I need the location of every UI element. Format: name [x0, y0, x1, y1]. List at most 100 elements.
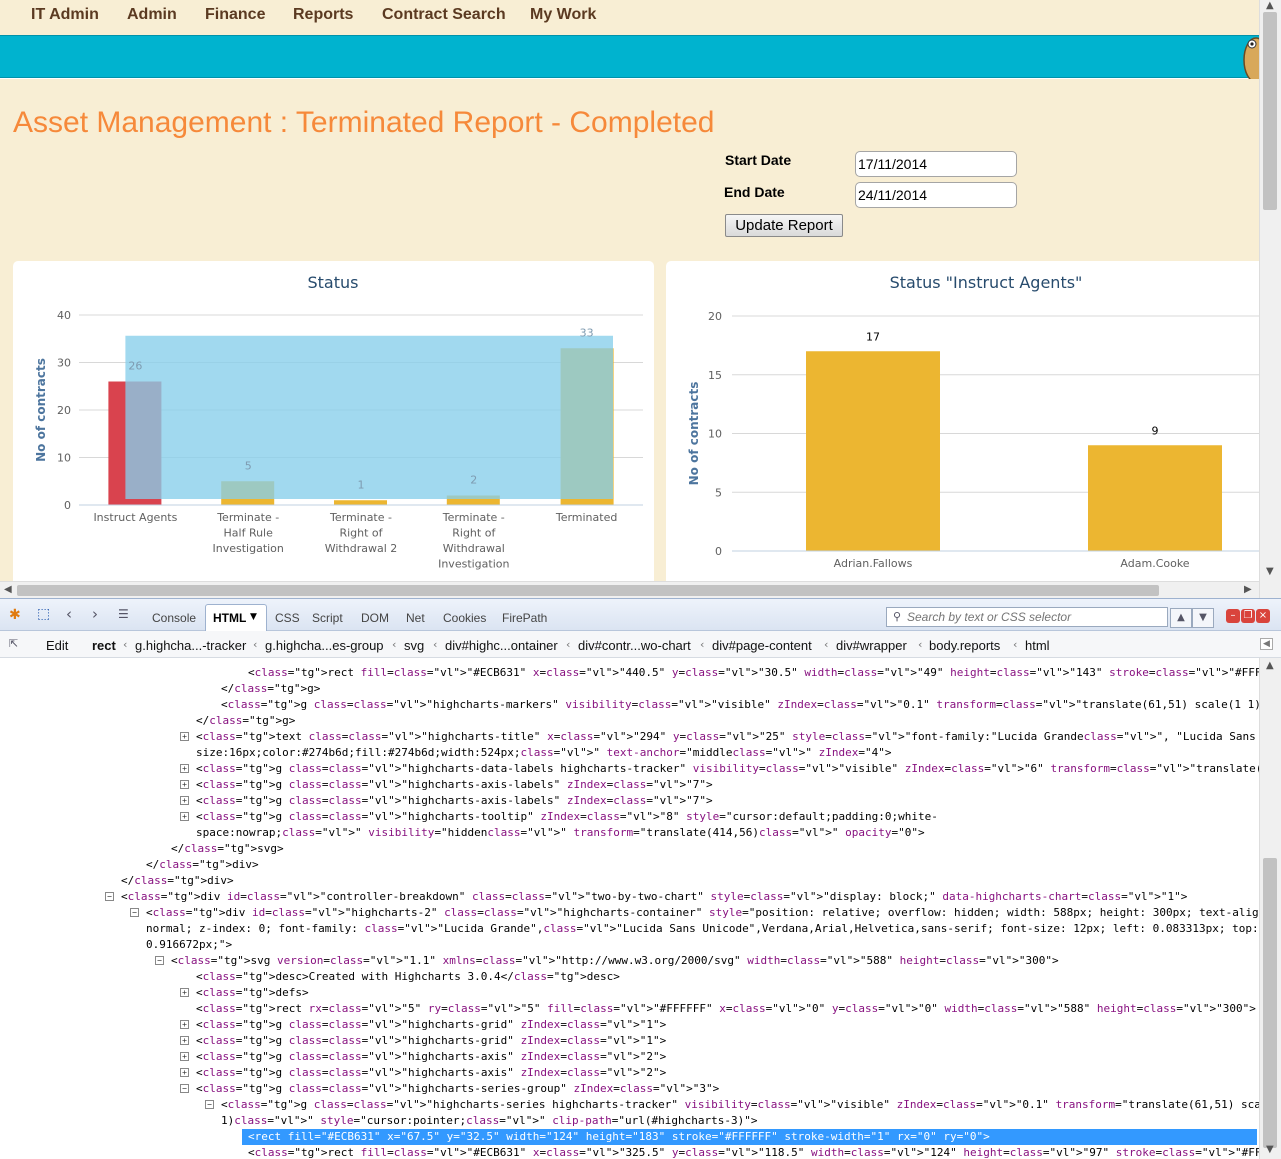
panel-scroll-down-arrow-icon[interactable]: ▼ [1266, 1144, 1274, 1155]
source-line[interactable]: 1)class="vl">" style="cursor:pointer;cla… [221, 1114, 758, 1127]
nav-it-admin[interactable]: IT Admin [31, 6, 99, 23]
search-next-icon[interactable]: ▼ [1192, 608, 1214, 628]
nav-contract-search[interactable]: Contract Search [382, 6, 506, 23]
source-line[interactable]: <class="tg">g class=class="vl">"highchar… [196, 778, 713, 791]
nav-my-work[interactable]: My Work [530, 6, 597, 23]
source-line[interactable]: <class="tg">g class=class="vl">"highchar… [196, 1018, 667, 1031]
source-line[interactable]: <class="tg">g class=class="vl">"highchar… [196, 1034, 667, 1047]
firebug-search-input[interactable] [886, 607, 1168, 627]
expand-node-icon[interactable]: + [180, 796, 189, 805]
source-line[interactable]: </class="tg">svg> [171, 842, 284, 855]
scroll-up-arrow-icon[interactable]: ▲ [1266, 0, 1274, 11]
source-line[interactable]: <class="tg">g class=class="vl">"highchar… [196, 762, 1259, 775]
expand-node-icon[interactable]: + [180, 1052, 189, 1061]
breadcrumb-scroll-icon[interactable]: ◀ [1260, 638, 1273, 650]
expand-node-icon[interactable]: + [180, 812, 189, 821]
source-line[interactable]: space:nowrap;class="vl">" visibility="hi… [196, 826, 925, 839]
source-line[interactable]: normal; z-index: 0; font-family: class="… [146, 922, 1259, 935]
collapse-node-icon[interactable]: − [105, 892, 114, 901]
source-line[interactable]: <class="tg">div id=class="vl">"highchart… [146, 906, 1259, 919]
tab-script[interactable]: Script [312, 611, 343, 625]
tab-firepath[interactable]: FirePath [502, 611, 548, 625]
source-line[interactable]: <class="tg">defs> [196, 986, 309, 999]
source-line[interactable]: </class="tg">g> [221, 682, 321, 695]
breadcrumb-svg[interactable]: svg [404, 638, 425, 653]
expand-node-icon[interactable]: + [180, 1020, 189, 1029]
source-line[interactable]: <class="tg">svg version=class="vl">"1.1"… [171, 954, 1059, 967]
tab-net[interactable]: Net [406, 611, 425, 625]
tab-dom[interactable]: DOM [361, 611, 389, 625]
breadcrumb-page-content[interactable]: div#page-content [712, 638, 812, 653]
pin-icon[interactable]: ⇱ [9, 637, 19, 650]
source-line[interactable]: <class="tg">g class=class="vl">"highchar… [196, 810, 938, 823]
source-line[interactable]: size:16px;color:#274b6d;fill:#274b6d;wid… [196, 746, 892, 759]
source-line[interactable]: <class="tg">rect fill=class="vl">"#ECB63… [248, 666, 1259, 679]
edit-button[interactable]: Edit [46, 638, 69, 653]
inspect-element-icon[interactable]: ⬚ [37, 606, 51, 622]
scroll-down-arrow-icon[interactable]: ▼ [1266, 566, 1274, 577]
source-line[interactable]: <class="tg">g class=class="vl">"highchar… [196, 1066, 667, 1079]
source-line[interactable]: </class="tg">div> [146, 858, 259, 871]
collapse-node-icon[interactable]: − [180, 1084, 189, 1093]
firebug-bug-icon[interactable]: ✱ [9, 607, 21, 623]
nav-finance[interactable]: Finance [205, 6, 266, 23]
nav-admin[interactable]: Admin [127, 6, 177, 23]
expand-node-icon[interactable]: + [180, 764, 189, 773]
detach-icon[interactable]: ❐ [1241, 609, 1255, 623]
source-line[interactable]: <class="tg">text class=class="vl">"highc… [196, 730, 1256, 743]
source-line[interactable]: </class="tg">g> [196, 714, 296, 727]
breadcrumb-container[interactable]: div#highc...ontainer [445, 638, 558, 653]
source-line[interactable]: <class="tg">g class=class="vl">"highchar… [196, 1082, 720, 1095]
collapse-node-icon[interactable]: − [130, 908, 139, 917]
source-line[interactable]: <class="tg">g class=class="vl">"highchar… [221, 1098, 1259, 1111]
breadcrumb-tracker[interactable]: g.highcha...-tracker [135, 638, 247, 653]
tab-cookies[interactable]: Cookies [443, 611, 487, 625]
breadcrumb-wrapper[interactable]: div#wrapper [836, 638, 907, 653]
panel-vertical-scrollbar[interactable]: ▲ ▼ [1259, 658, 1281, 1159]
expand-node-icon[interactable]: + [180, 1036, 189, 1045]
minimize-icon[interactable]: – [1226, 609, 1240, 623]
chevron-down-icon[interactable]: ▼ [250, 612, 257, 622]
source-line[interactable]: <class="tg">rect fill=class="vl">"#ECB63… [248, 1146, 1259, 1159]
close-icon[interactable]: × [1256, 609, 1270, 623]
update-report-button[interactable]: Update Report [725, 214, 843, 237]
expand-node-icon[interactable]: + [180, 1068, 189, 1077]
scroll-right-arrow-icon[interactable]: ▶ [1244, 584, 1252, 595]
list-icon[interactable]: ☰ [118, 607, 129, 621]
collapse-node-icon[interactable]: − [205, 1100, 214, 1109]
source-line[interactable]: <class="tg">div id=class="vl">"controlle… [121, 890, 1188, 903]
breadcrumb-series-group[interactable]: g.highcha...es-group [265, 638, 384, 653]
tab-css[interactable]: CSS [275, 611, 300, 625]
expand-node-icon[interactable]: + [180, 732, 189, 741]
start-date-input[interactable] [855, 151, 1017, 177]
tab-html[interactable]: HTML ▼ [205, 604, 267, 633]
expand-node-icon[interactable]: + [180, 780, 189, 789]
panel-scroll-up-arrow-icon[interactable]: ▲ [1266, 660, 1274, 671]
collapse-node-icon[interactable]: − [155, 956, 164, 965]
page-horizontal-scrollbar[interactable]: ◀ ▶ [0, 581, 1259, 598]
breadcrumb-rect[interactable]: rect [92, 638, 116, 653]
panel-scroll-thumb[interactable] [1263, 858, 1277, 1148]
source-line[interactable]: </class="tg">div> [121, 874, 234, 887]
source-line[interactable]: 0.916672px;"> [146, 938, 233, 951]
forward-arrow-icon[interactable]: › [92, 605, 98, 623]
expand-node-icon[interactable]: + [180, 988, 189, 997]
page-vertical-scrollbar[interactable]: ▲ ▼ [1259, 0, 1281, 598]
horizontal-scroll-thumb[interactable] [17, 585, 1159, 596]
breadcrumb-html[interactable]: html [1025, 638, 1050, 653]
breadcrumb-body[interactable]: body.reports [929, 638, 1001, 653]
back-arrow-icon[interactable]: ‹ [66, 605, 72, 623]
source-line[interactable]: <class="tg">desc>Created with Highcharts… [196, 970, 620, 983]
source-line[interactable]: <class="tg">g class=class="vl">"highchar… [196, 794, 713, 807]
end-date-input[interactable] [855, 182, 1017, 208]
selected-source-line[interactable]: <rect fill="#ECB631" x="67.5" y="32.5" w… [248, 1130, 990, 1143]
scroll-thumb[interactable] [1263, 12, 1277, 210]
source-line[interactable]: <class="tg">g class=class="vl">"highchar… [196, 1050, 667, 1063]
nav-reports[interactable]: Reports [293, 6, 354, 23]
tab-console[interactable]: Console [152, 611, 197, 625]
source-line[interactable]: <class="tg">rect rx=class="vl">"5" ry=cl… [196, 1002, 1256, 1015]
source-line[interactable]: <class="tg">g class=class="vl">"highchar… [221, 698, 1259, 711]
breadcrumb-two-by-two-chart[interactable]: div#contr...wo-chart [578, 638, 691, 653]
scroll-left-arrow-icon[interactable]: ◀ [4, 584, 12, 595]
search-previous-icon[interactable]: ▲ [1170, 608, 1192, 628]
